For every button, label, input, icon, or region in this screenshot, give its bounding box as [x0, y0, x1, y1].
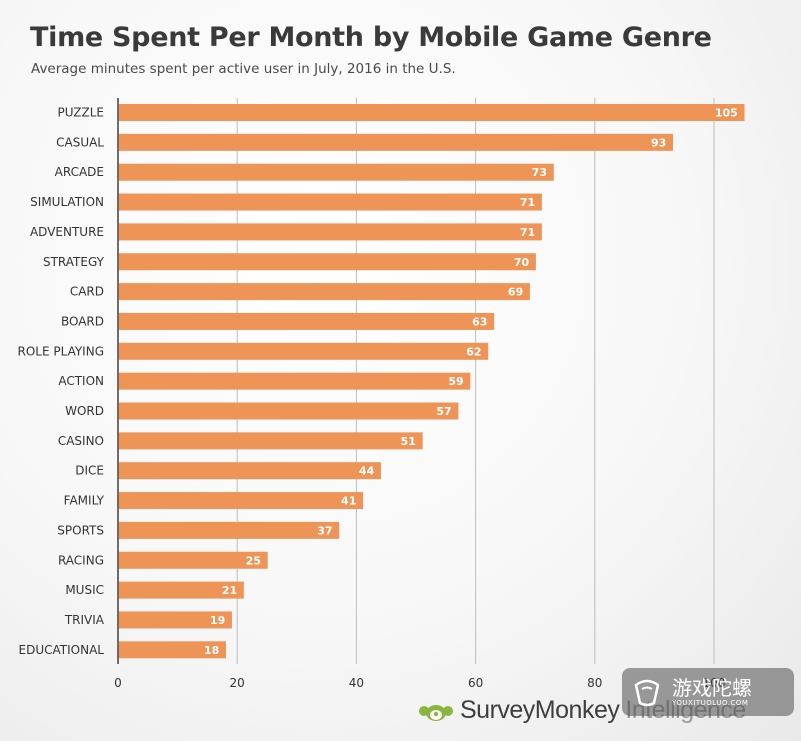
value-label: 105 — [715, 107, 738, 120]
category-label: ROLE PLAYING — [18, 344, 104, 358]
bar — [118, 312, 495, 330]
value-label: 18 — [204, 644, 219, 657]
category-label: TRIVIA — [64, 613, 105, 627]
x-tick-label: 0 — [114, 676, 122, 690]
bar — [118, 492, 364, 510]
value-label: 69 — [508, 286, 523, 299]
bar — [118, 432, 423, 450]
bar — [118, 462, 381, 480]
x-tick-label: 20 — [230, 676, 245, 690]
category-label: WORD — [65, 404, 104, 418]
bar — [118, 133, 673, 151]
chart-subtitle: Average minutes spent per active user in… — [31, 61, 456, 77]
value-label: 25 — [246, 554, 261, 567]
category-label: STRATEGY — [43, 255, 105, 269]
value-label: 57 — [436, 405, 451, 418]
value-label: 70 — [514, 256, 530, 269]
bar — [118, 581, 244, 599]
value-label: 63 — [472, 315, 487, 328]
category-label: SPORTS — [57, 523, 104, 537]
category-label: SIMULATION — [30, 195, 104, 209]
value-label: 71 — [520, 226, 535, 239]
category-label: ARCADE — [55, 165, 104, 179]
category-label: ACTION — [58, 374, 104, 388]
category-label: CARD — [70, 285, 104, 299]
value-label: 59 — [448, 375, 463, 388]
category-label: ADVENTURE — [30, 225, 104, 239]
bar — [118, 372, 471, 390]
category-label: CASINO — [58, 434, 104, 448]
category-label: MUSIC — [65, 583, 104, 597]
x-tick-label: 40 — [349, 676, 364, 690]
bar — [118, 551, 268, 569]
bar — [118, 193, 542, 211]
category-label: DICE — [75, 464, 104, 478]
category-label: RACING — [58, 553, 104, 567]
value-label: 19 — [210, 614, 225, 627]
bar — [118, 402, 459, 420]
bar — [118, 104, 745, 121]
chart-title: Time Spent Per Month by Mobile Game Genr… — [30, 22, 712, 53]
category-label: EDUCATIONAL — [19, 643, 105, 657]
monkey-icon — [419, 704, 453, 721]
bar — [118, 521, 340, 539]
watermark: 游戏陀螺 YOUXITUOLUO.COM — [622, 668, 794, 716]
x-tick-label: 60 — [468, 676, 483, 690]
bar — [118, 223, 542, 241]
value-label: 37 — [317, 524, 332, 537]
value-label: 41 — [341, 495, 356, 508]
bar — [118, 163, 554, 181]
watermark-url: YOUXITUOLUO.COM — [672, 699, 749, 707]
value-label: 51 — [401, 435, 416, 448]
value-label: 93 — [651, 136, 666, 149]
category-label: PUZZLE — [57, 106, 104, 120]
category-label: CASUAL — [56, 135, 104, 149]
bar — [118, 342, 489, 360]
value-label: 71 — [520, 196, 535, 209]
value-label: 21 — [222, 584, 237, 597]
value-label: 44 — [359, 465, 375, 478]
watermark-text: 游戏陀螺 — [672, 676, 752, 700]
bar — [118, 253, 536, 271]
value-label: 62 — [466, 345, 481, 358]
bar — [118, 641, 226, 659]
watermark-logo-icon — [634, 679, 660, 707]
category-label: FAMILY — [64, 494, 105, 508]
logo-text: SurveyMonkey — [460, 696, 620, 724]
value-label: 73 — [532, 166, 547, 179]
bar — [118, 283, 530, 301]
bar — [118, 611, 232, 629]
x-tick-label: 80 — [587, 676, 602, 690]
category-label: BOARD — [61, 314, 104, 328]
